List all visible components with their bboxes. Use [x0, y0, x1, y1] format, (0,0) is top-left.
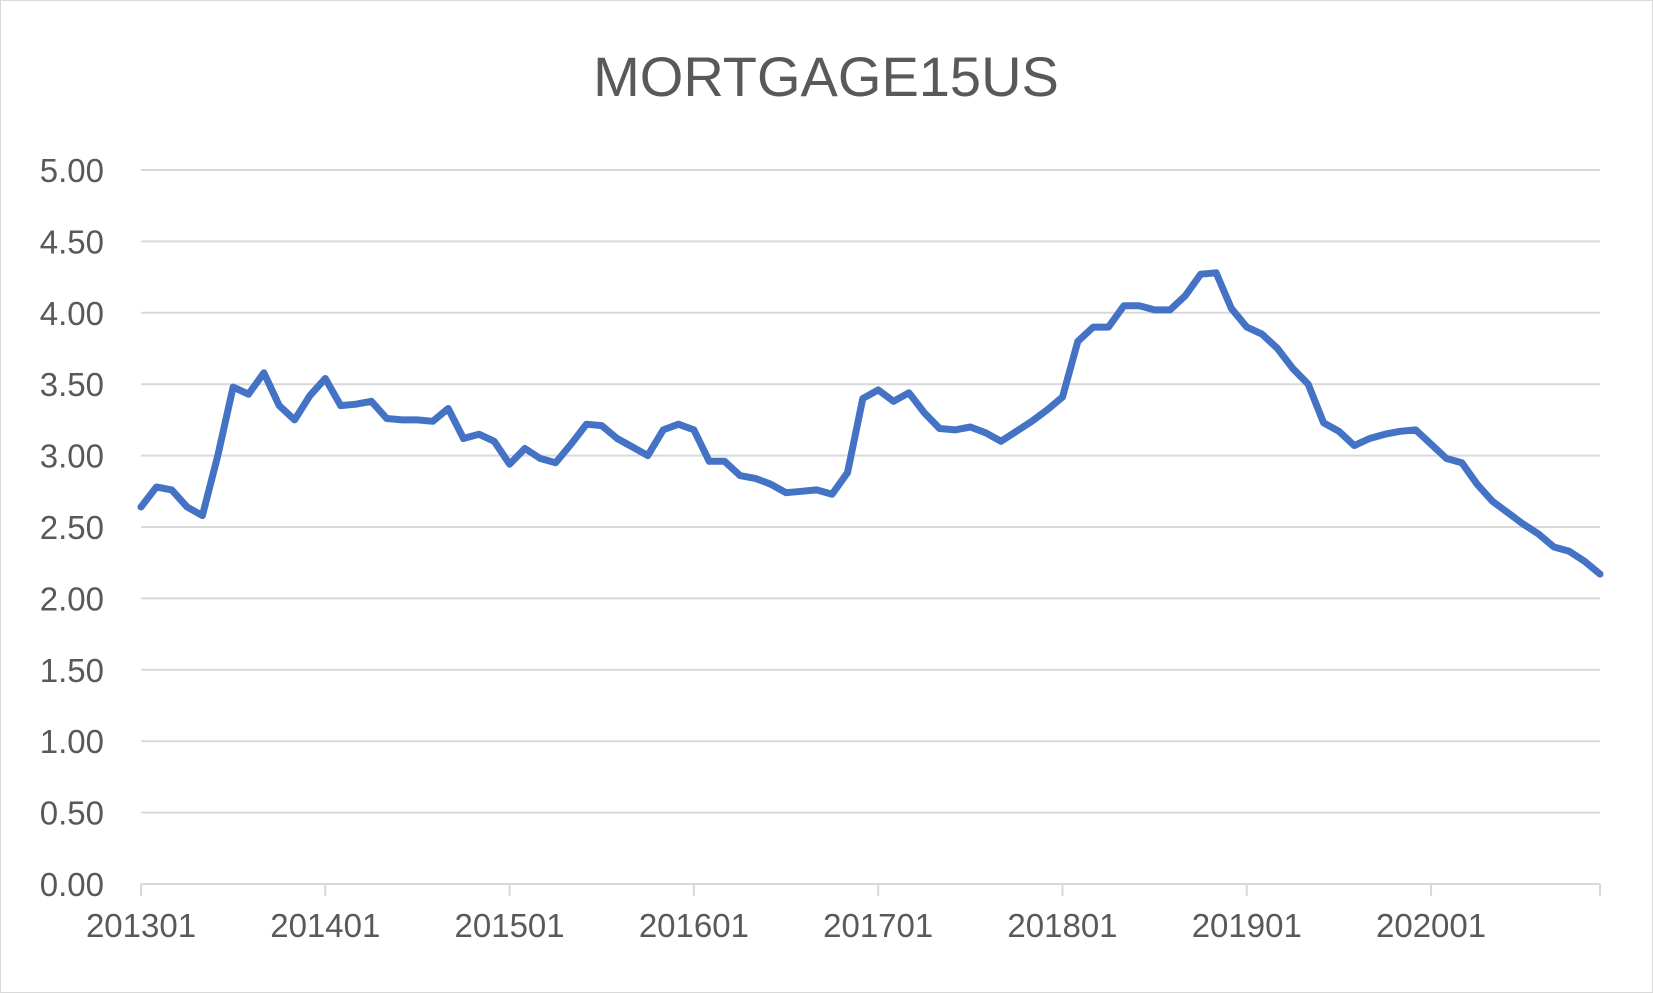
y-tick-label: 1.00	[40, 723, 104, 760]
y-axis-tick-labels: 0.00 0.50 1.00 1.50 2.00 2.50 3.00 3.50 4.00 4.50…	[40, 152, 104, 903]
x-tick-label: 201501	[455, 907, 565, 944]
gridlines	[141, 169, 1600, 814]
series-group	[137, 269, 1604, 578]
x-tick-label: 201701	[823, 907, 933, 944]
y-tick-label: 4.00	[40, 295, 104, 332]
y-tick-label: 0.50	[40, 795, 104, 832]
y-tick-label: 3.50	[40, 366, 104, 403]
y-tick-label: 2.50	[40, 509, 104, 546]
y-tick-label: 4.50	[40, 223, 104, 260]
x-tick-label: 202001	[1376, 907, 1486, 944]
y-tick-label: 1.50	[40, 652, 104, 689]
x-tick-label: 201401	[270, 907, 380, 944]
y-tick-label: 2.00	[40, 580, 104, 617]
series-line	[137, 269, 1604, 578]
chart-title: MORTGAGE15US	[593, 45, 1059, 108]
x-tick-label: 201301	[86, 907, 196, 944]
x-tick-label: 201601	[639, 907, 749, 944]
y-tick-label: 5.00	[40, 152, 104, 189]
y-tick-label: 0.00	[40, 866, 104, 903]
x-tick-label: 201801	[1007, 907, 1117, 944]
x-axis: 201301 201401 201501 201601 201701 201801 2019…	[86, 883, 1601, 944]
y-tick-label: 3.00	[40, 438, 104, 475]
x-tick-label: 201901	[1192, 907, 1302, 944]
